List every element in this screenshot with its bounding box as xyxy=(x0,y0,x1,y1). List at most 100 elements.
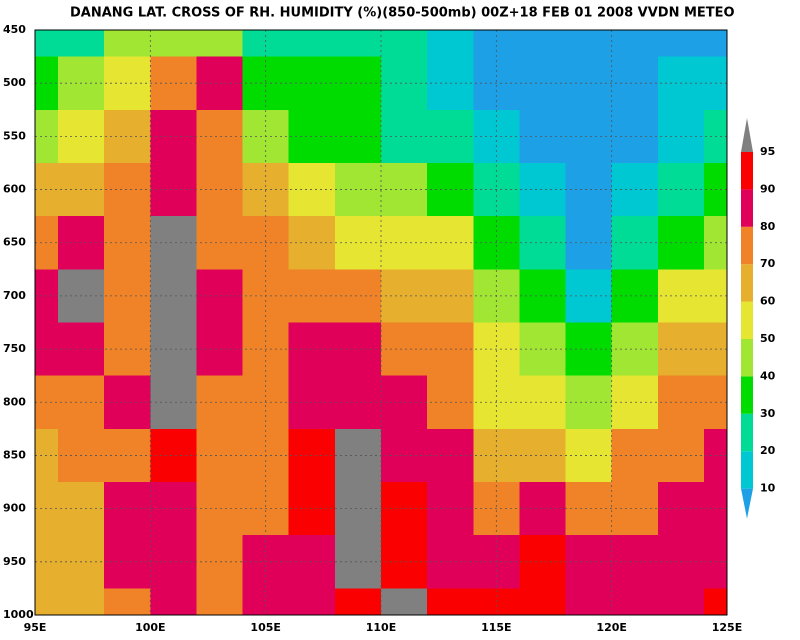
colorbar-label: 50 xyxy=(760,332,776,345)
field-cell xyxy=(288,588,336,616)
field-cell xyxy=(150,428,197,483)
field-cell xyxy=(611,30,659,58)
field-cell xyxy=(150,56,197,111)
field-cell xyxy=(565,588,613,616)
field-cell xyxy=(288,30,336,58)
y-tick-label: 1000 xyxy=(3,608,34,621)
field-cell xyxy=(150,322,197,377)
y-tick-label: 700 xyxy=(3,289,26,302)
field-cell xyxy=(334,482,382,536)
field-cell xyxy=(565,322,613,377)
x-tick-label: 100E xyxy=(135,621,165,634)
field-cell xyxy=(519,216,567,270)
field-cell xyxy=(565,428,613,483)
plot-frame xyxy=(34,29,728,616)
field-cell xyxy=(150,216,197,270)
field-cell xyxy=(703,588,728,616)
field-cell xyxy=(35,30,59,58)
y-tick-label: 500 xyxy=(3,76,26,89)
field-cell xyxy=(473,30,520,58)
colorbar-block xyxy=(741,376,753,414)
field-cell xyxy=(381,428,428,483)
field-cell xyxy=(381,30,428,58)
field-cell xyxy=(565,109,613,164)
colorbar-label: 80 xyxy=(760,220,776,233)
colorbar-block xyxy=(741,451,753,489)
y-tick-label: 650 xyxy=(3,236,26,249)
field-cell xyxy=(381,56,428,111)
field-cell xyxy=(334,428,382,483)
field-cell xyxy=(334,269,382,323)
field-cell xyxy=(519,162,567,217)
field-cell xyxy=(565,482,613,536)
field-cell xyxy=(381,535,428,589)
colorbar-block xyxy=(741,413,753,452)
field-cell xyxy=(519,588,567,616)
y-tick-label: 450 xyxy=(3,23,26,36)
field-cell xyxy=(334,162,382,217)
field-cell xyxy=(104,30,151,58)
field-cell xyxy=(519,269,567,323)
field-cell xyxy=(381,588,428,616)
field-cell xyxy=(657,588,705,616)
field-cell xyxy=(565,269,613,323)
field-cell xyxy=(565,375,613,430)
x-tick-label: 120E xyxy=(596,621,626,634)
x-tick-label: 105E xyxy=(250,621,280,634)
chart-title: DANANG LAT. CROSS OF RH. HUMIDITY (%)(85… xyxy=(70,6,735,21)
field-cell xyxy=(334,216,382,270)
x-tick-label: 95E xyxy=(24,621,47,634)
y-tick-label: 800 xyxy=(3,395,26,408)
field-cell xyxy=(381,162,428,217)
colorbar-label: 60 xyxy=(760,295,776,308)
field-cell xyxy=(565,216,613,270)
y-tick-label: 550 xyxy=(3,129,26,142)
colorbar-block xyxy=(741,226,753,265)
colorbar-label: 20 xyxy=(760,444,776,457)
y-tick-label: 900 xyxy=(3,502,26,515)
field-cell xyxy=(519,109,567,164)
field-cell xyxy=(565,56,613,111)
field-cell xyxy=(150,162,197,217)
colorbar-label: 30 xyxy=(760,407,776,420)
colorbar-block xyxy=(741,189,753,227)
field-cell xyxy=(381,322,428,377)
field-cell xyxy=(427,30,474,58)
field-cell xyxy=(381,216,428,270)
field-cell xyxy=(381,482,428,536)
field-cell xyxy=(150,535,197,589)
field-cell xyxy=(58,30,105,58)
field-cell xyxy=(334,30,382,58)
x-tick-label: 115E xyxy=(481,621,511,634)
x-tick-label: 125E xyxy=(712,621,742,634)
field-cell xyxy=(150,482,197,536)
colorbar-block xyxy=(741,152,753,190)
field-cell xyxy=(519,535,567,589)
field-cell xyxy=(150,375,197,430)
field-cell xyxy=(381,375,428,430)
field-cell xyxy=(519,375,567,430)
field-cell xyxy=(611,588,659,616)
colorbar-label: 40 xyxy=(760,369,776,382)
field-cell xyxy=(334,535,382,589)
x-tick-label: 110E xyxy=(366,621,396,634)
colorbar-top xyxy=(741,118,753,152)
field-cell xyxy=(565,30,613,58)
field-cell xyxy=(58,588,105,616)
field-cell xyxy=(565,162,613,217)
y-tick-label: 750 xyxy=(3,342,26,355)
colorbar-bottom xyxy=(741,488,753,519)
colorbar-block xyxy=(741,264,753,302)
y-tick-label: 850 xyxy=(3,448,26,461)
field-cell xyxy=(519,56,567,111)
field-cell xyxy=(150,109,197,164)
field-cell xyxy=(196,588,244,616)
colorbar-block xyxy=(741,339,753,377)
grid xyxy=(34,29,728,616)
field-cell xyxy=(703,30,728,58)
field-cell xyxy=(35,588,59,616)
y-tick-label: 600 xyxy=(3,183,26,196)
field-cell xyxy=(519,30,567,58)
